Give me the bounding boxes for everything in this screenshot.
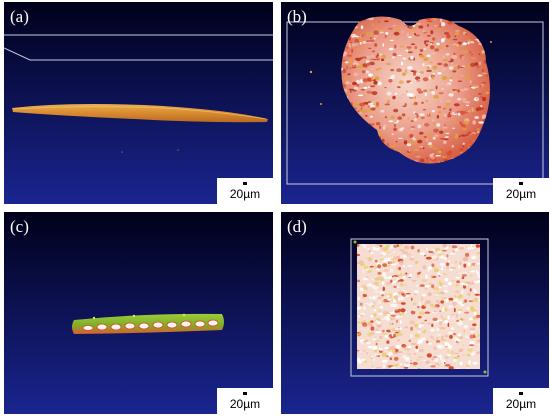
panel-a: (a) 20µm — [4, 2, 273, 204]
scale-bar: 20µm — [493, 388, 549, 414]
scale-bar: 20µm — [217, 178, 273, 204]
panel-b-label: (b) — [287, 7, 307, 26]
scale-bar-mark — [519, 392, 523, 395]
particle-pores — [82, 319, 219, 331]
panel-b: (b) 20µm — [281, 2, 549, 204]
panel-d-image — [281, 212, 549, 414]
scale-bar-label: 20µm — [229, 397, 261, 411]
scale-bar-mark — [243, 392, 247, 395]
panel-c-label: (c) — [10, 217, 29, 236]
scale-bar-mark — [243, 182, 247, 185]
scale-bar-label: 20µm — [505, 397, 537, 411]
particle-texture — [341, 16, 490, 164]
panel-c-image — [4, 212, 273, 414]
panel-a-label: (a) — [10, 7, 29, 26]
panel-d-label: (d) — [287, 217, 307, 236]
scale-bar-label: 20µm — [505, 187, 537, 201]
scale-bar-label: 20µm — [229, 187, 261, 201]
scale-bar-mark — [519, 182, 523, 185]
scale-bar: 20µm — [493, 178, 549, 204]
panel-d: (d) 20µm — [281, 212, 549, 414]
panel-a-image — [4, 2, 273, 204]
particle-side-view — [12, 104, 268, 123]
scale-bar: 20µm — [217, 388, 273, 414]
panel-b-image — [281, 2, 549, 204]
bounding-box — [350, 238, 489, 377]
bounding-box-line — [4, 47, 273, 61]
panel-c: (c) 20µm — [4, 212, 273, 414]
particle-texture — [357, 244, 480, 369]
bounding-box — [286, 21, 544, 185]
